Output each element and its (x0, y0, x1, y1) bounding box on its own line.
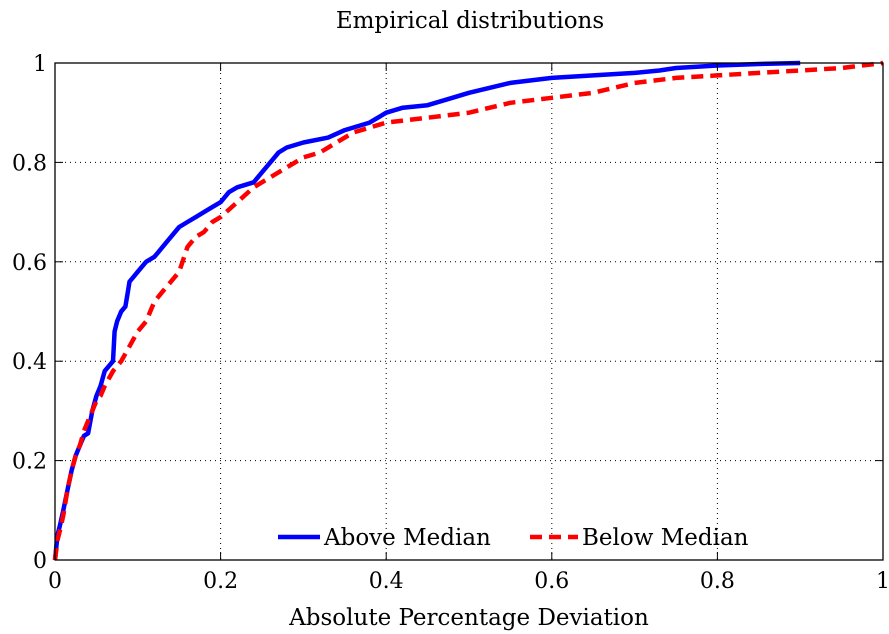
x-tick-label: 1 (876, 569, 889, 594)
x-tick-label: 0.2 (203, 569, 238, 594)
series-line-above-median (52, 60, 801, 561)
series-line-below-median (52, 60, 884, 561)
y-tick-label: 1 (33, 52, 47, 77)
x-tick-label: 0.8 (700, 569, 735, 594)
plot-frame (54, 62, 884, 561)
legend-label-above-median: Above Median (323, 525, 491, 551)
x-tick-label: 0 (48, 569, 62, 594)
legend: Above Median Below Median (278, 525, 749, 551)
axis-ticks: 0 0.2 0.4 0.6 0.8 1 0 0.2 0.4 0.6 0.8 1 (12, 52, 889, 594)
legend-label-below-median: Below Median (582, 525, 749, 551)
y-tick-label: 0.6 (12, 251, 47, 276)
grid (55, 63, 883, 560)
x-tick-label: 0.4 (369, 569, 404, 594)
y-tick-label: 0 (33, 549, 47, 574)
y-tick-label: 0.2 (12, 450, 47, 475)
x-tick-label: 0.6 (534, 569, 569, 594)
x-axis-label: Absolute Percentage Deviation (288, 605, 649, 631)
chart-title: Empirical distributions (336, 8, 604, 34)
series-lines (52, 60, 884, 561)
y-tick-label: 0.4 (12, 350, 47, 375)
y-tick-label: 0.8 (12, 151, 47, 176)
